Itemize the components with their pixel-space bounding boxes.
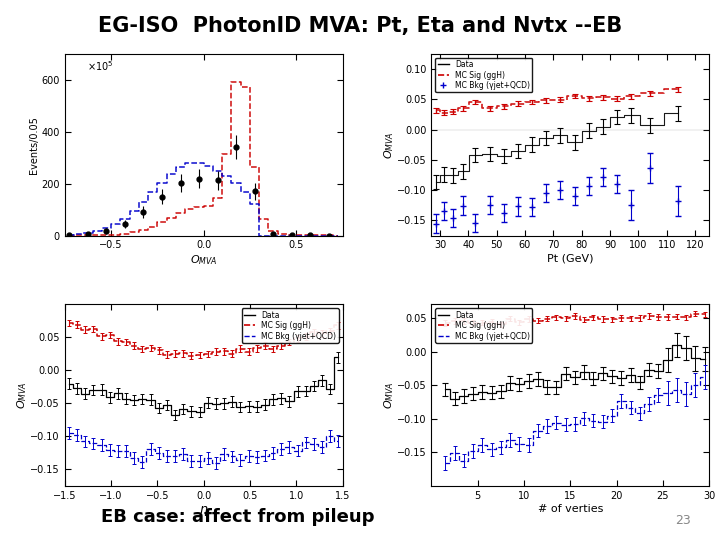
Y-axis label: $O_{MVA}$: $O_{MVA}$ [382,131,395,159]
Legend: Data, MC Sig (ggH), MC Bkg (γjet+QCD): Data, MC Sig (ggH), MC Bkg (γjet+QCD) [242,308,338,343]
Y-axis label: $O_{MVA}$: $O_{MVA}$ [382,381,395,409]
Text: $\times10^{5}$: $\times10^{5}$ [87,59,114,73]
Text: EG-ISO  PhotonID MVA: Pt, Eta and Nvtx --EB: EG-ISO PhotonID MVA: Pt, Eta and Nvtx --… [98,16,622,36]
X-axis label: Pt (GeV): Pt (GeV) [547,253,593,263]
Text: 23: 23 [675,514,691,526]
X-axis label: # of verties: # of verties [538,504,603,514]
Text: EB case: affect from pileup: EB case: affect from pileup [101,509,374,526]
Y-axis label: $O_{MVA}$: $O_{MVA}$ [15,381,29,409]
X-axis label: $\eta$: $\eta$ [199,504,208,518]
Legend: Data, MC Sig (ggH), MC Bkg (γjet+QCD): Data, MC Sig (ggH), MC Bkg (γjet+QCD) [436,308,532,343]
X-axis label: $O_{MVA}$: $O_{MVA}$ [190,253,217,267]
Legend: Data, MC Sig (ggH), MC Bkg (γjet+QCD): Data, MC Sig (ggH), MC Bkg (γjet+QCD) [436,58,532,92]
Y-axis label: Events/0.05: Events/0.05 [29,116,39,174]
